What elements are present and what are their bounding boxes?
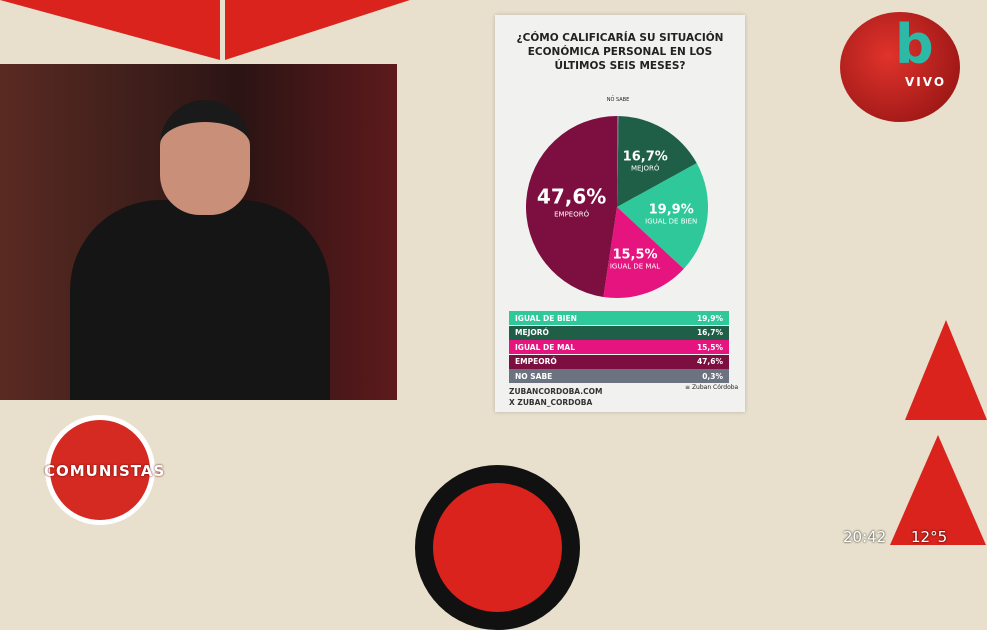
pie-slice-igual-de-mal (603, 207, 684, 298)
slice-value-label: 15,5% (612, 248, 657, 263)
decor-circle (415, 465, 580, 630)
show-logo-circle (45, 415, 155, 525)
legend-row: IGUAL DE BIEN 19,9% (509, 311, 729, 325)
legend-label: IGUAL DE MAL (515, 342, 576, 352)
slice-category-label: IGUAL DE BIEN (645, 218, 697, 226)
legend-row: IGUAL DE MAL 15,5% (509, 340, 729, 354)
legend-label: IGUAL DE BIEN (515, 313, 577, 323)
legend-row: EMPEORÓ 47,6% (509, 354, 729, 369)
slice-value-label: 47,6% (537, 185, 606, 209)
pie-slice-no-sabe (617, 116, 619, 207)
pie-slice-mejoró (617, 116, 697, 207)
legend-value: 16,7% (696, 328, 723, 337)
legend-label: MEJORÓ (515, 328, 549, 337)
slice-value-label: 0,3% (606, 95, 631, 97)
legend-value: 15,5% (696, 342, 723, 352)
legend-value: 47,6% (696, 357, 723, 366)
pie-slice-igual-de-bien (617, 163, 708, 269)
slice-category-label: MEJORÓ (631, 163, 660, 172)
slice-category-label: IGUAL DE MAL (610, 263, 660, 271)
pie-slice-empeoró (525, 116, 617, 297)
legend-label: EMPEORÓ (515, 357, 557, 366)
website-text: ZUBANCORDOBA.COM (509, 387, 603, 396)
legend-row: MEJORÓ 16,7% (509, 325, 729, 340)
channel-logo-circle (840, 12, 960, 122)
decor-triangle (225, 0, 410, 60)
pie-chart: 0,3%NO SABE 16,7%MEJORÓ 19,9%IGUAL DE BIEN… (525, 95, 708, 298)
legend-value: 19,9% (696, 313, 723, 323)
legend-value: 0,3% (702, 371, 723, 381)
logo-text: Zuban Córdoba (691, 384, 739, 391)
channel-logo: b (895, 13, 934, 76)
social-handle: X ZUBAN_CORDOBA (509, 398, 593, 407)
decor-triangle (890, 435, 986, 545)
presenter (70, 200, 330, 400)
decor-triangle (905, 320, 987, 420)
poll-card: ¿CÓMO CALIFICARÍA SU SITUACIÓN ECONÓMICA… (495, 15, 745, 412)
slice-category-label: NO SABE (607, 97, 630, 103)
decor-triangle (0, 0, 220, 60)
chart-title: ¿CÓMO CALIFICARÍA SU SITUACIÓN ECONÓMICA… (516, 32, 724, 72)
show-logo: COMUNISTAS (44, 462, 166, 480)
slice-value-label: 16,7% (623, 149, 668, 164)
legend-label: NO SABE (515, 371, 553, 381)
presenter-head (160, 100, 250, 215)
live-label: VIVO (905, 75, 947, 89)
zuban-cordoba-logo: ≡ Zuban Córdoba (685, 384, 739, 391)
slice-category-label: EMPEORÓ (554, 210, 589, 219)
clock-temperature: 20:42 12°5 (843, 528, 947, 546)
time: 20:42 (843, 528, 887, 546)
temperature: 12°5 (911, 528, 948, 546)
slice-value-label: 19,9% (649, 203, 694, 218)
legend-row: NO SABE 0,3% (509, 369, 729, 383)
